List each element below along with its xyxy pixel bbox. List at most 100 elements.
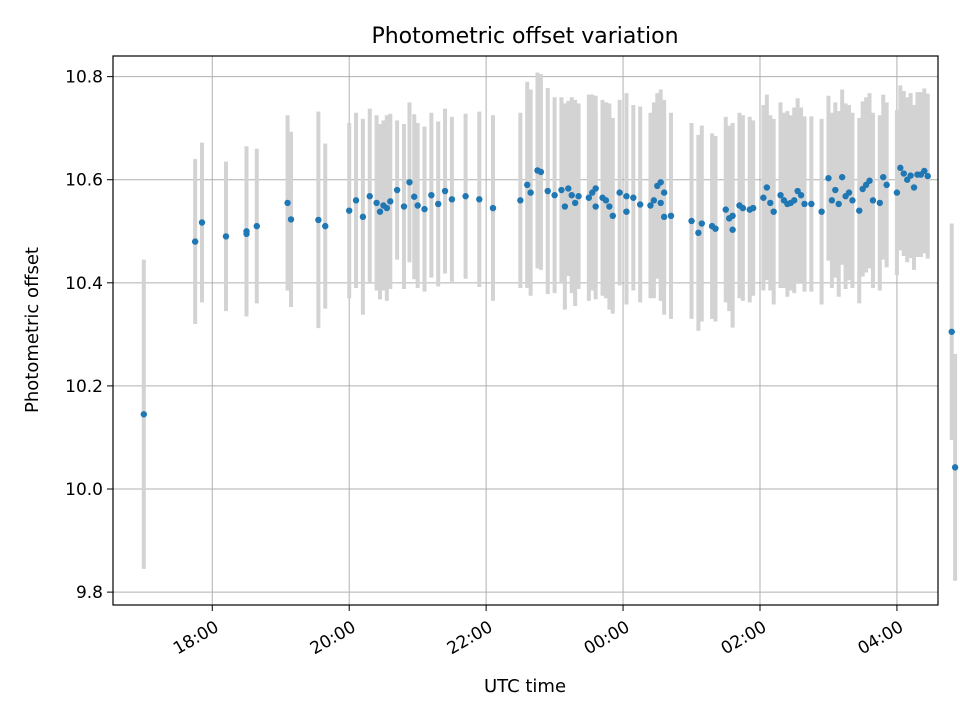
data-point — [602, 197, 610, 204]
data-point — [537, 168, 545, 176]
data-point — [524, 181, 531, 189]
data-point — [801, 200, 808, 208]
data-point — [435, 200, 442, 208]
data-point — [760, 194, 767, 201]
data-point — [198, 219, 206, 226]
data-point — [818, 208, 825, 215]
data-point — [767, 199, 774, 207]
x-axis-label: UTC time — [484, 676, 566, 697]
data-point — [712, 225, 719, 232]
data-point — [647, 202, 654, 209]
data-point — [287, 216, 295, 223]
data-point — [253, 222, 260, 230]
data-point — [695, 229, 702, 237]
data-point — [527, 189, 534, 196]
data-point — [729, 226, 736, 233]
data-point — [667, 212, 675, 220]
data-point — [544, 187, 551, 195]
data-point — [411, 193, 418, 200]
data-point — [448, 196, 456, 203]
y-tick-label: 10.2 — [65, 377, 103, 397]
data-point — [876, 199, 884, 207]
data-point — [140, 411, 148, 418]
data-point — [592, 185, 599, 192]
data-point — [623, 208, 630, 215]
data-point — [352, 197, 360, 204]
data-point — [575, 193, 582, 200]
data-point — [797, 191, 805, 199]
data-point — [517, 197, 524, 204]
data-point — [366, 193, 373, 200]
data-point — [558, 186, 565, 194]
data-point — [657, 179, 664, 186]
data-point — [866, 177, 873, 184]
data-point — [845, 189, 853, 196]
data-point — [400, 203, 408, 210]
y-tick-label: 10.6 — [65, 171, 103, 191]
data-point — [900, 170, 907, 177]
data-point — [322, 222, 329, 230]
data-point — [609, 212, 616, 220]
data-point — [650, 197, 658, 204]
data-point — [722, 206, 729, 213]
data-point — [571, 199, 579, 207]
data-point — [951, 464, 959, 471]
data-point — [832, 186, 839, 194]
data-point — [729, 212, 736, 220]
y-tick-label: 9.8 — [76, 583, 103, 603]
data-point — [883, 181, 890, 189]
data-point — [880, 173, 887, 181]
data-point — [948, 328, 955, 335]
data-point — [869, 197, 877, 204]
data-point — [191, 238, 199, 245]
data-point — [406, 179, 413, 186]
data-point — [222, 233, 230, 240]
data-point — [739, 204, 747, 212]
data-point — [777, 191, 784, 199]
data-point — [585, 194, 593, 201]
data-points — [140, 164, 959, 471]
data-point — [346, 207, 353, 214]
data-point — [428, 191, 435, 199]
data-point — [441, 187, 449, 195]
data-point — [907, 172, 914, 179]
data-point — [606, 203, 613, 210]
data-point — [387, 198, 394, 205]
data-point — [476, 196, 483, 203]
data-point — [393, 186, 401, 194]
data-point — [749, 204, 757, 212]
data-point — [808, 200, 815, 208]
data-point — [636, 201, 644, 208]
chart-title: Photometric offset variation — [371, 24, 678, 49]
data-point — [592, 203, 599, 210]
data-point — [414, 202, 421, 209]
data-point — [551, 191, 558, 199]
y-tick-label: 10.0 — [65, 480, 103, 500]
plot-frame — [112, 55, 939, 606]
data-point — [770, 208, 777, 215]
data-point — [284, 199, 291, 207]
data-point — [373, 199, 380, 207]
data-point — [421, 205, 428, 213]
y-axis: 9.8 10.0 10.2 10.4 10.6 10.8 — [65, 68, 113, 603]
data-point — [623, 193, 630, 200]
data-point — [688, 217, 695, 225]
data-point — [893, 189, 901, 196]
data-point — [565, 185, 572, 192]
data-point — [630, 194, 637, 201]
data-point — [897, 164, 904, 172]
data-point — [921, 167, 928, 175]
data-point — [657, 199, 664, 207]
y-tick-label: 10.8 — [65, 68, 103, 88]
data-point — [376, 208, 384, 215]
data-point — [660, 213, 668, 221]
data-point — [856, 207, 863, 214]
data-point — [243, 230, 250, 238]
data-point — [763, 184, 771, 191]
data-point — [616, 189, 623, 196]
data-point — [924, 172, 931, 180]
y-tick-label: 10.4 — [65, 274, 103, 294]
data-point — [849, 197, 856, 204]
data-point — [383, 204, 391, 212]
